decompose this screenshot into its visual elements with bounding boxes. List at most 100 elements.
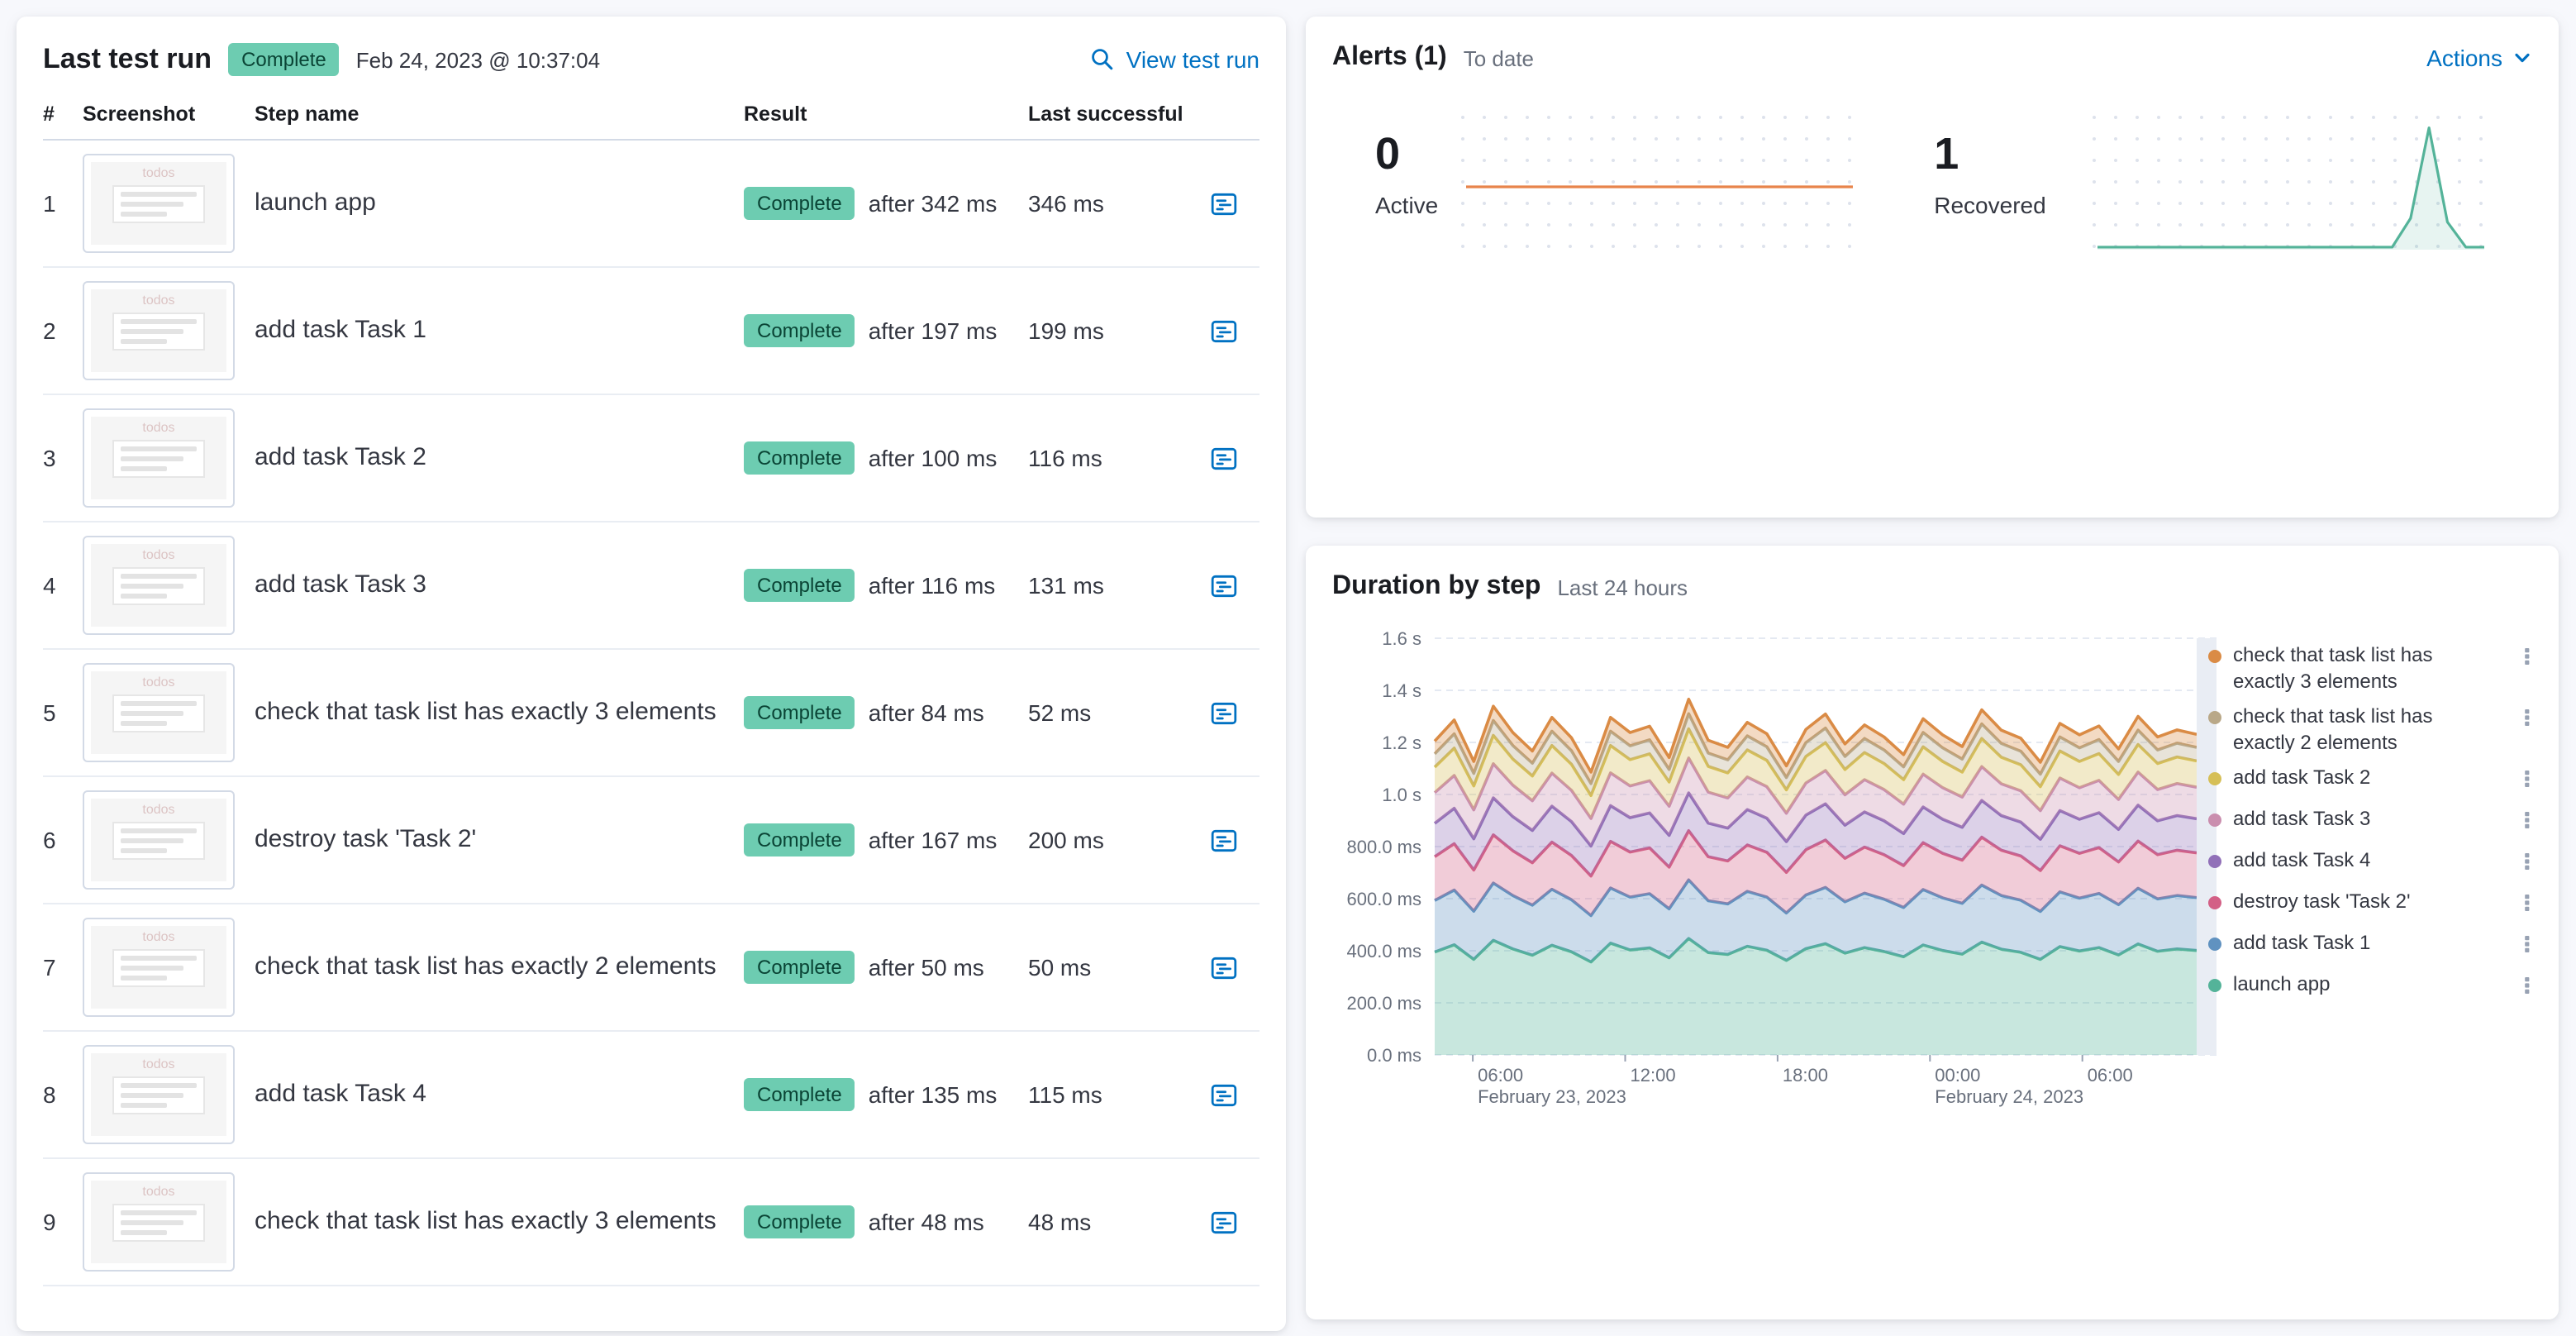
active-alerts-count: 0 <box>1375 129 1401 179</box>
step-status-badge: Complete <box>744 314 855 347</box>
step-duration: after 50 ms <box>868 954 984 981</box>
step-status-badge: Complete <box>744 187 855 220</box>
step-screenshot-thumbnail[interactable]: todos <box>83 663 235 762</box>
legend-item[interactable]: check that task list has exactly 3 eleme… <box>2208 638 2539 699</box>
trace-icon <box>1210 1210 1236 1233</box>
step-detail-button[interactable] <box>1197 941 1250 994</box>
step-screenshot-thumbnail[interactable]: todos <box>83 154 235 253</box>
recovered-alerts-stat: 1 Recovered <box>1934 129 2069 218</box>
svg-text:1.0 s: 1.0 s <box>1382 785 1421 805</box>
step-last-successful: 50 ms <box>1028 954 1092 981</box>
step-duration: after 167 ms <box>868 827 998 853</box>
legend-color-dot <box>2208 938 2221 952</box>
step-name: destroy task 'Task 2' <box>255 824 477 853</box>
legend-item[interactable]: add task Task 4 <box>2208 844 2539 885</box>
dots-menu-icon <box>2525 812 2530 829</box>
legend-options-button[interactable] <box>2516 808 2539 839</box>
thumbnail-mock-list <box>112 184 205 223</box>
active-alerts-stat: 0 Active <box>1375 129 1438 218</box>
legend-label: check that task list has exactly 3 eleme… <box>2233 643 2433 693</box>
step-screenshot-thumbnail[interactable]: todos <box>83 1045 235 1144</box>
step-detail-button[interactable] <box>1197 432 1250 484</box>
view-test-run-link[interactable]: View test run <box>1090 46 1259 73</box>
step-screenshot-thumbnail[interactable]: todos <box>83 918 235 1017</box>
table-row: 2 todos add task Task 1 <box>43 268 1259 395</box>
thumbnail-mock-page: todos <box>91 544 226 627</box>
table-row: 3 todos add task Task 2 <box>43 395 1259 522</box>
status-badge: Complete <box>228 43 340 76</box>
table-row: 7 todos check that task list ha <box>43 904 1259 1032</box>
step-name: check that task list has exactly 3 eleme… <box>255 1206 717 1235</box>
chevron-down-icon <box>2515 53 2530 63</box>
step-status-badge: Complete <box>744 569 855 602</box>
step-duration: after 84 ms <box>868 699 984 726</box>
legend-options-button[interactable] <box>2516 704 2539 736</box>
step-name: launch app <box>255 188 376 217</box>
thumbnail-mock-list <box>112 566 205 605</box>
step-screenshot-thumbnail[interactable]: todos <box>83 790 235 890</box>
step-screenshot-thumbnail[interactable]: todos <box>83 281 235 380</box>
step-status-badge: Complete <box>744 1205 855 1238</box>
thumbnail-mock-list <box>112 1203 205 1242</box>
legend-options-button[interactable] <box>2516 932 2539 963</box>
step-status-badge: Complete <box>744 696 855 729</box>
thumbnail-mock-list <box>112 694 205 732</box>
legend-options-button[interactable] <box>2516 890 2539 922</box>
table-row: 9 todos check that task list ha <box>43 1159 1259 1286</box>
legend-item[interactable]: add task Task 3 <box>2208 803 2539 844</box>
thumbnail-mock-list <box>112 821 205 860</box>
inspect-icon <box>1092 49 1113 70</box>
step-detail-button[interactable] <box>1197 1068 1250 1121</box>
step-status-badge: Complete <box>744 823 855 856</box>
actions-label: Actions <box>2426 45 2502 71</box>
duration-by-step-panel: Duration by step Last 24 hours 1.6 s 1.4 … <box>1306 546 2559 1319</box>
legend-options-button[interactable] <box>2516 849 2539 880</box>
dots-menu-icon <box>2525 977 2530 995</box>
step-screenshot-thumbnail[interactable]: todos <box>83 1172 235 1272</box>
legend-options-button[interactable] <box>2516 973 2539 1004</box>
legend-color-dot <box>2208 979 2221 993</box>
legend-item[interactable]: check that task list has exactly 2 eleme… <box>2208 699 2539 761</box>
legend-options-button[interactable] <box>2516 643 2539 675</box>
svg-text:06:00: 06:00 <box>1478 1065 1523 1086</box>
svg-text:600.0 ms: 600.0 ms <box>1347 889 1422 909</box>
step-duration: after 116 ms <box>868 572 996 599</box>
thumbnail-todos-text: todos <box>142 165 175 180</box>
thumbnail-mock-page: todos <box>91 289 226 372</box>
actions-dropdown[interactable]: Actions <box>2426 45 2532 71</box>
legend-options-button[interactable] <box>2516 766 2539 798</box>
step-number: 3 <box>43 445 56 471</box>
step-number: 1 <box>43 190 56 217</box>
trace-icon <box>1210 701 1236 724</box>
step-last-successful: 200 ms <box>1028 827 1104 853</box>
recovered-alerts-count: 1 <box>1934 129 1959 179</box>
legend-item[interactable]: add task Task 1 <box>2208 927 2539 968</box>
step-detail-button[interactable] <box>1197 814 1250 866</box>
last-test-run-panel: Last test run Complete Feb 24, 2023 @ 10… <box>17 17 1286 1331</box>
legend-label: destroy task 'Task 2' <box>2233 890 2411 914</box>
legend-item[interactable]: launch app <box>2208 968 2539 1009</box>
step-screenshot-thumbnail[interactable]: todos <box>83 536 235 635</box>
step-screenshot-thumbnail[interactable]: todos <box>83 408 235 508</box>
step-duration: after 48 ms <box>868 1209 984 1235</box>
steps-table: 1 todos launch app <box>43 141 1259 1286</box>
thumbnail-todos-text: todos <box>142 675 175 689</box>
step-detail-button[interactable] <box>1197 177 1250 230</box>
table-header: # Screenshot Step name Result Last succe… <box>43 103 1259 141</box>
table-row: 4 todos add task Task 3 <box>43 522 1259 650</box>
trace-icon <box>1210 828 1236 852</box>
step-detail-button[interactable] <box>1197 559 1250 612</box>
step-number: 8 <box>43 1081 56 1108</box>
thumbnail-mock-page: todos <box>91 799 226 881</box>
step-duration: after 197 ms <box>868 317 998 344</box>
step-detail-button[interactable] <box>1197 1195 1250 1248</box>
thumbnail-todos-text: todos <box>142 547 175 562</box>
view-test-run-label: View test run <box>1126 46 1259 73</box>
duration-stacked-area-chart: 1.6 s 1.4 s 1.2 s 1.0 s 800.0 ms 600.0 ms 400.… <box>1347 628 2217 1107</box>
svg-text:1.6 s: 1.6 s <box>1382 628 1421 649</box>
step-detail-button[interactable] <box>1197 686 1250 739</box>
thumbnail-mock-list <box>112 312 205 351</box>
legend-item[interactable]: add task Task 2 <box>2208 761 2539 803</box>
legend-item[interactable]: destroy task 'Task 2' <box>2208 885 2539 927</box>
step-detail-button[interactable] <box>1197 304 1250 357</box>
